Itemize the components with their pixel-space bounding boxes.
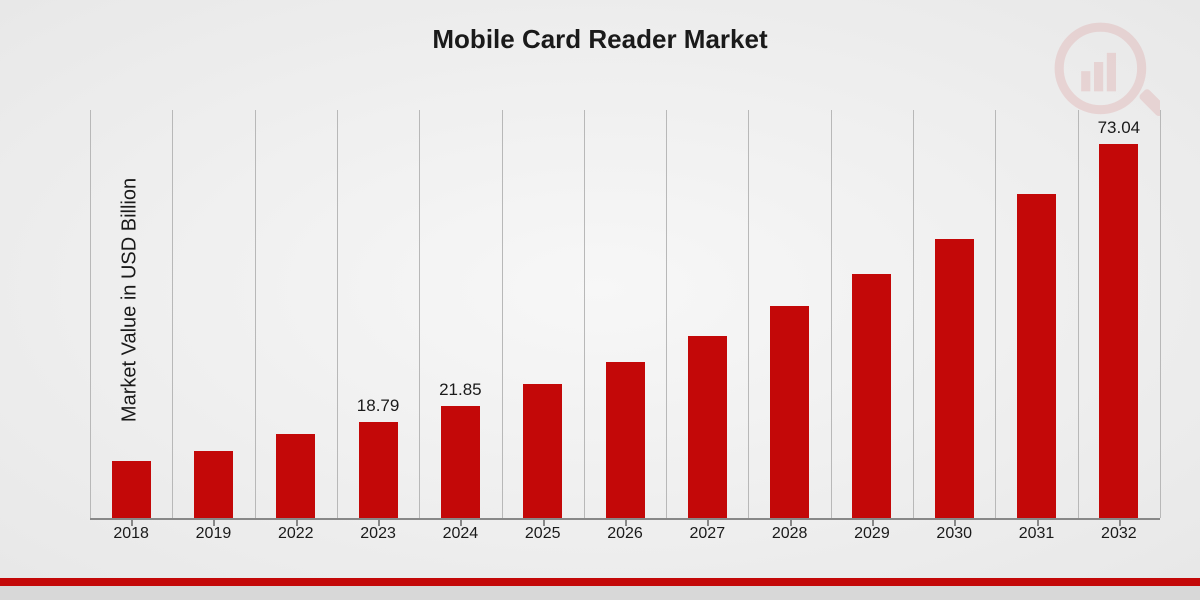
grid-line: [90, 110, 91, 518]
bar: [194, 451, 233, 518]
bar: [688, 336, 727, 518]
bar: [935, 239, 974, 518]
plot-area: 18.7921.85 73.04: [90, 110, 1160, 520]
bar: [1099, 144, 1138, 518]
chart-title: Mobile Card Reader Market: [0, 24, 1200, 55]
bar: [359, 422, 398, 518]
bar: [441, 406, 480, 518]
grid-line: [255, 110, 256, 518]
bar-value-label: 73.04: [1079, 118, 1159, 138]
bar: [523, 384, 562, 518]
x-tick-label: 2026: [607, 525, 643, 543]
grid-line: [831, 110, 832, 518]
x-tick-label: 2023: [360, 525, 396, 543]
bar: [852, 274, 891, 518]
x-tick-label: 2024: [443, 525, 479, 543]
grid-line: [666, 110, 667, 518]
grid-line: [995, 110, 996, 518]
footer-stripe-grey: [0, 586, 1200, 600]
bar: [112, 461, 151, 518]
grid-line: [1078, 110, 1079, 518]
bar-value-label: 21.85: [420, 380, 500, 400]
grid-line: [1160, 110, 1161, 518]
x-tick-label: 2019: [196, 525, 232, 543]
grid-line: [172, 110, 173, 518]
x-tick-label: 2018: [113, 525, 149, 543]
grid-line: [502, 110, 503, 518]
x-tick-label: 2025: [525, 525, 561, 543]
x-tick-label: 2029: [854, 525, 890, 543]
x-tick-label: 2027: [690, 525, 726, 543]
footer-stripe-red: [0, 578, 1200, 586]
grid-line: [419, 110, 420, 518]
bar: [1017, 194, 1056, 518]
bar-value-label: 18.79: [338, 396, 418, 416]
x-tick-label: 2030: [936, 525, 972, 543]
grid-line: [748, 110, 749, 518]
bar: [606, 362, 645, 518]
x-tick-label: 2022: [278, 525, 314, 543]
bar: [276, 434, 315, 518]
x-tick-label: 2028: [772, 525, 808, 543]
grid-line: [337, 110, 338, 518]
x-tick-label: 2032: [1101, 525, 1137, 543]
x-tick-label: 2031: [1019, 525, 1055, 543]
grid-line: [584, 110, 585, 518]
grid-line: [913, 110, 914, 518]
bar: [770, 306, 809, 518]
